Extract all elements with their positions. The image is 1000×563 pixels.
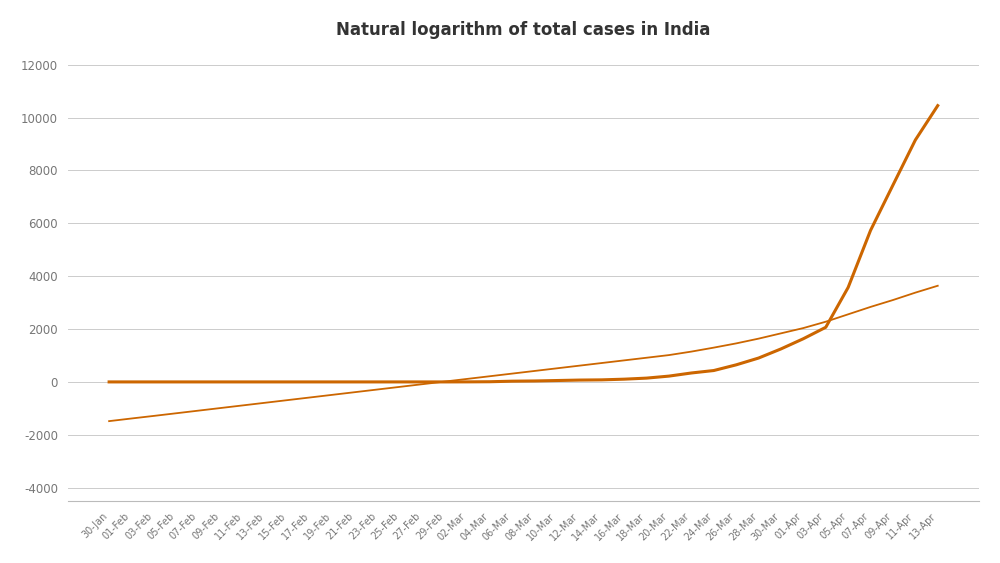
Title: Natural logarithm of total cases in India: Natural logarithm of total cases in Indi… [336,21,711,39]
